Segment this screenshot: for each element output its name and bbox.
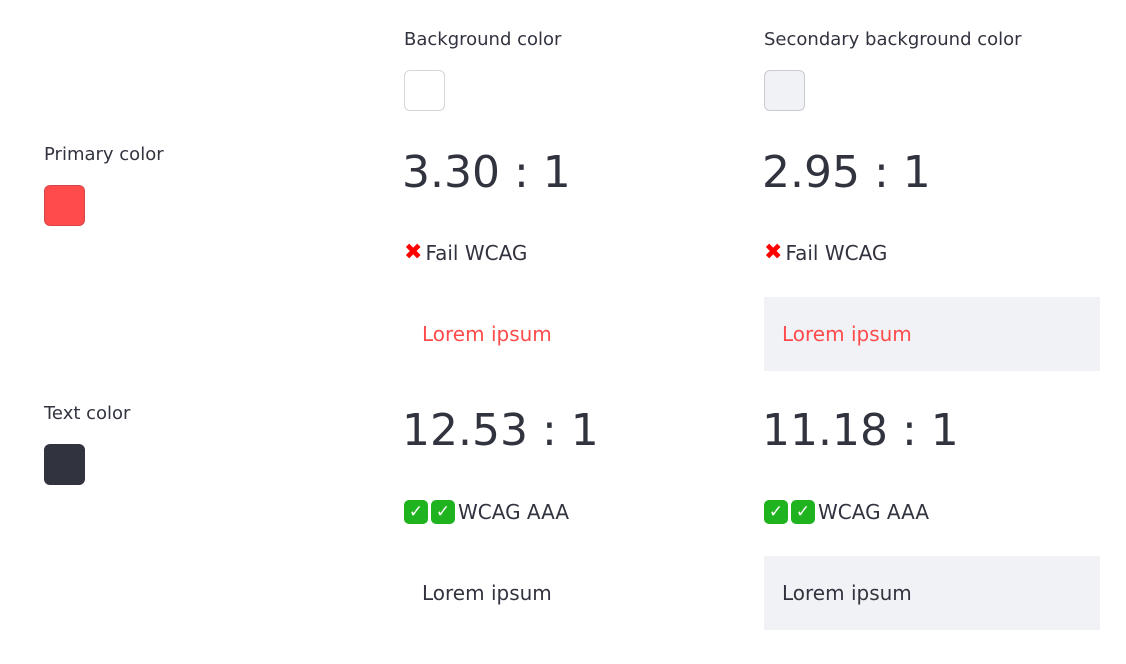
sample-preview: Lorem ipsum <box>764 556 1100 630</box>
text-color-swatch[interactable] <box>44 444 85 485</box>
status-text: WCAG AAA <box>458 500 570 524</box>
wcag-status: ✖ Fail WCAG <box>764 240 887 266</box>
column-header-background: Background color <box>404 29 562 50</box>
contrast-ratio: 2.95 : 1 <box>762 147 931 198</box>
background-color-swatch[interactable] <box>404 70 445 111</box>
sample-preview: Lorem ipsum <box>764 297 1100 371</box>
sample-text: Lorem ipsum <box>782 322 912 346</box>
contrast-ratio: 3.30 : 1 <box>402 147 571 198</box>
check-mark-icon: ✓ <box>791 500 815 524</box>
check-mark-icon: ✓ <box>764 500 788 524</box>
secondary-background-color-swatch[interactable] <box>764 70 805 111</box>
cross-mark-icon: ✖ <box>404 240 423 265</box>
column-header-secondary-background: Secondary background color <box>764 29 1022 50</box>
sample-text: Lorem ipsum <box>422 322 552 346</box>
wcag-status: ✓ ✓ WCAG AAA <box>764 499 929 525</box>
contrast-ratio: 11.18 : 1 <box>762 405 959 456</box>
primary-color-swatch[interactable] <box>44 185 85 226</box>
status-text: Fail WCAG <box>785 241 888 265</box>
check-mark-icon: ✓ <box>431 500 455 524</box>
cross-mark-icon: ✖ <box>764 240 783 265</box>
status-text: WCAG AAA <box>818 500 930 524</box>
row-label-text: Text color <box>44 403 131 424</box>
sample-text: Lorem ipsum <box>782 581 912 605</box>
contrast-ratio: 12.53 : 1 <box>402 405 599 456</box>
check-mark-icon: ✓ <box>404 500 428 524</box>
row-label-primary: Primary color <box>44 144 164 165</box>
status-text: Fail WCAG <box>425 241 528 265</box>
wcag-status: ✓ ✓ WCAG AAA <box>404 499 569 525</box>
sample-text: Lorem ipsum <box>422 581 552 605</box>
sample-preview: Lorem ipsum <box>404 556 740 630</box>
sample-preview: Lorem ipsum <box>404 297 740 371</box>
wcag-status: ✖ Fail WCAG <box>404 240 527 266</box>
